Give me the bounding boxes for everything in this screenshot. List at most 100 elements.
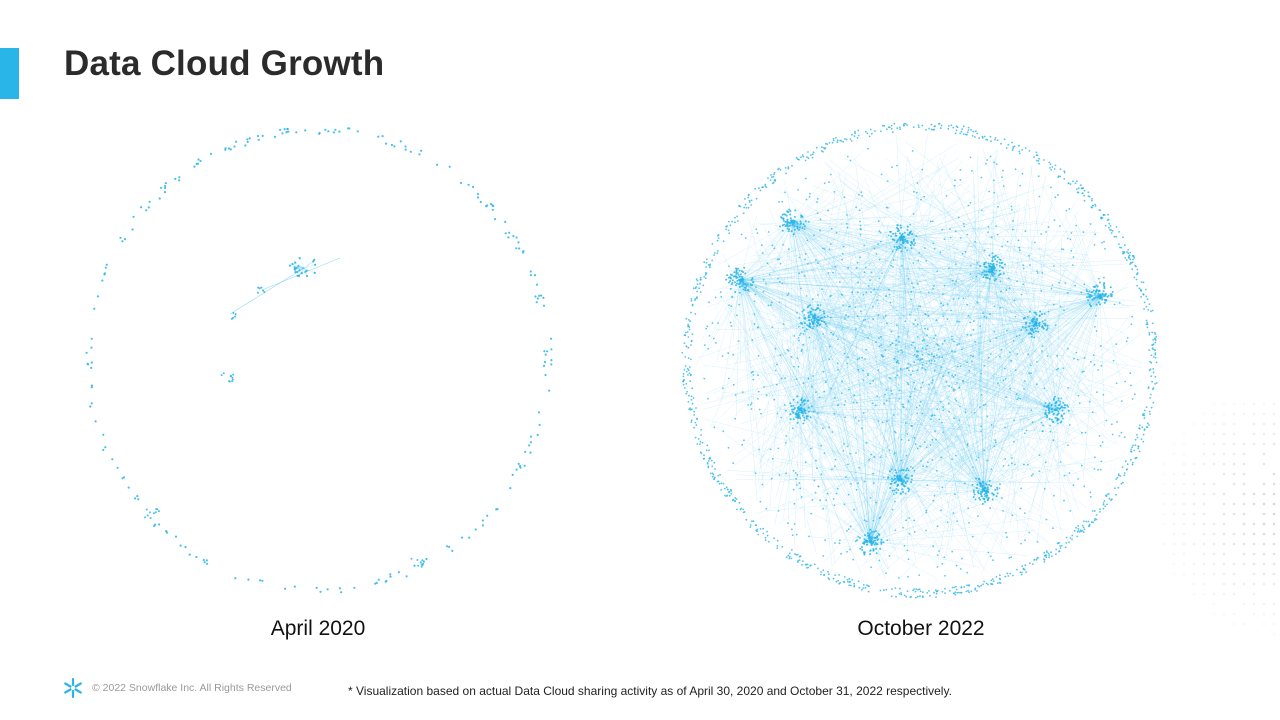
graph-node (1041, 325, 1044, 328)
graph-edge (869, 276, 1095, 543)
graph-node (1082, 531, 1085, 534)
graph-edge (1055, 409, 1062, 511)
graph-node (1146, 321, 1149, 324)
graph-node (804, 177, 807, 180)
graph-node (828, 358, 831, 361)
graph-node (798, 272, 801, 275)
graph-node (786, 348, 789, 351)
graph-node (504, 220, 507, 223)
graph-node (1043, 487, 1046, 490)
graph-edge (716, 323, 1037, 399)
graph-node (1065, 542, 1068, 544)
graph-node (877, 369, 880, 372)
graph-edge (901, 237, 1084, 261)
graph-edge (739, 279, 821, 429)
graph-node (687, 346, 690, 349)
graph-node (296, 270, 299, 274)
graph-edge (850, 295, 1101, 543)
graph-node (912, 213, 915, 215)
graph-edge (982, 149, 1037, 325)
graph-node (770, 304, 772, 306)
graph-node (957, 365, 959, 368)
graph-node (867, 585, 870, 587)
graph-node (1060, 420, 1063, 423)
graph-node (683, 368, 686, 371)
graph-node (803, 330, 806, 332)
graph-edge (815, 447, 901, 481)
graph-node (750, 408, 753, 410)
graph-node (962, 297, 965, 300)
graph-node (1029, 322, 1031, 325)
graph-node (873, 288, 876, 290)
graph-node (854, 132, 857, 135)
graph-node (955, 400, 958, 402)
graph-node (1061, 406, 1064, 409)
graph-node (897, 484, 900, 487)
graph-node (1129, 258, 1132, 261)
graph-node (319, 590, 322, 593)
graph-node (935, 596, 937, 598)
graph-node (1078, 402, 1081, 404)
graph-node (805, 328, 808, 331)
graph-node (880, 538, 883, 541)
graph-node (966, 333, 969, 336)
graph-edge (739, 169, 941, 281)
graph-node (155, 508, 158, 511)
graph-node (808, 336, 811, 339)
graph-edge (822, 295, 1101, 460)
graph-node (188, 553, 191, 556)
graph-edge (715, 323, 1037, 330)
graph-node (894, 469, 897, 472)
graph-node (993, 330, 996, 333)
graph-node (852, 558, 855, 561)
graph-edge (796, 302, 1057, 411)
graph-node (986, 486, 989, 489)
graph-edge (901, 237, 1099, 407)
graph-node (1021, 172, 1024, 175)
graph-node (838, 582, 841, 585)
graph-node (976, 590, 978, 592)
graph-node (507, 236, 510, 239)
graph-node (865, 291, 868, 294)
graph-node (1063, 171, 1066, 174)
graph-node (751, 520, 753, 522)
graph-node (888, 449, 891, 451)
graph-node (377, 135, 380, 138)
graph-node (1088, 524, 1091, 527)
graph-edge (764, 260, 815, 319)
graph-node (781, 545, 784, 548)
graph-node (771, 176, 773, 178)
graph-node (999, 259, 1002, 261)
graph-edge (739, 235, 932, 281)
graph-edge (991, 157, 995, 269)
graph-node (791, 427, 794, 430)
graph-edge (813, 317, 851, 487)
graph-node (909, 596, 912, 598)
graph-node (306, 274, 309, 278)
graph-node (1024, 380, 1026, 382)
graph-edge (716, 279, 741, 363)
graph-edge (869, 442, 1031, 543)
graph-edge (944, 267, 993, 566)
graph-node (980, 274, 983, 276)
graph-node (731, 279, 734, 282)
graph-edge (724, 317, 815, 360)
graph-node (824, 323, 827, 325)
graph-edge (746, 317, 815, 445)
graph-node (869, 549, 872, 552)
graph-edge (779, 409, 1057, 483)
graph-node (848, 584, 851, 587)
graph-node (799, 332, 802, 335)
graph-edge (916, 323, 1037, 376)
graph-node (935, 592, 938, 595)
graph-node (915, 406, 918, 409)
graph-node (936, 270, 939, 273)
graph-edge (991, 267, 1072, 419)
graph-node (981, 484, 984, 487)
graph-node (853, 508, 855, 511)
graph-node (1046, 324, 1049, 327)
graph-edge (813, 317, 834, 414)
graph-node (1094, 203, 1096, 206)
graph-node (879, 547, 882, 550)
graph-node (796, 222, 799, 225)
